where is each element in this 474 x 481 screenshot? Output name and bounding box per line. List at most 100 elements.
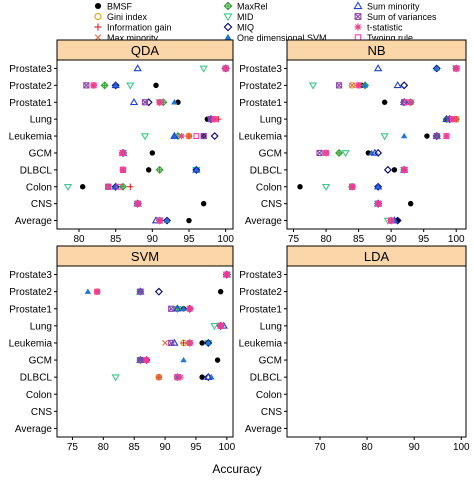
- point-svm-dlbcl-mid: [111, 374, 120, 382]
- point-nb-dlbcl-miq: [383, 165, 392, 174]
- panel-plot-area-svm: [56, 265, 234, 438]
- point-nb-gcm-one-dimensional-svm: [368, 149, 375, 156]
- point-qda-leukemia-sum-of-variances: [200, 132, 207, 140]
- point-qda-cns-bmsf: [200, 200, 207, 207]
- y-tick-label-lda-lung: Lung: [260, 321, 282, 332]
- point-nb-gcm-sum-minority: [370, 148, 380, 156]
- point-qda-gcm-twoing-rule: [120, 150, 126, 156]
- panel-lda: LDA Average CNS Colon DLBCL GCM Leukemia Lung Pr…: [239, 245, 470, 453]
- legend-marker-information-gain: [94, 23, 102, 31]
- x-tick-label-qda-95: 95: [183, 234, 195, 245]
- legend-item-sum-of-variances: Sum of variances: [354, 12, 437, 22]
- point-nb-prostate3-miq: [432, 64, 441, 73]
- point-qda-dlbcl-bmsf: [145, 167, 152, 173]
- legend-marker-gini-index: [94, 12, 102, 21]
- point-nb-prostate2-twoing-rule: [355, 82, 362, 89]
- point-svm-dlbcl-t-statistic: [177, 373, 184, 381]
- legend-item-max-minority: Max minority: [94, 33, 159, 43]
- x-tick-label-lda-70: 70: [314, 442, 326, 453]
- point-svm-leukemia-sum-of-variances: [168, 339, 175, 347]
- point-nb-prostate2-sum-minority: [393, 81, 402, 89]
- y-tick-label-nb-prostate2: Prostate2: [239, 81, 282, 92]
- point-qda-colon-twoing-rule: [116, 183, 123, 190]
- point-nb-prostate3-sum-minority: [373, 64, 383, 72]
- point-nb-prostate2-miq: [400, 81, 409, 90]
- point-qda-prostate1-sum-of-variances: [141, 99, 149, 106]
- point-nb-colon-twoing-rule: [349, 183, 356, 190]
- point-qda-prostate2-twoing-rule: [90, 82, 97, 89]
- y-tick-label-svm-colon: Colon: [26, 390, 52, 401]
- point-nb-gcm-mid: [341, 150, 350, 158]
- point-nb-colon-one-dimensional-svm: [374, 183, 382, 189]
- legend-label-miq: MIQ: [237, 22, 254, 32]
- legend-marker-twoing-rule: [354, 34, 362, 41]
- point-qda-prostate3-sum-minority: [133, 64, 142, 72]
- point-svm-prostate2-bmsf: [217, 288, 224, 295]
- point-qda-average-bmsf: [186, 217, 192, 224]
- legend-marker-sum-of-variances: [354, 13, 362, 20]
- y-tick-label-nb-leukemia: Leukemia: [239, 132, 283, 143]
- point-nb-colon-bmsf: [297, 184, 303, 190]
- point-svm-prostate1-twoing-rule: [186, 305, 193, 312]
- y-tick-label-lda-prostate3: Prostate3: [239, 270, 282, 281]
- legend-label-bmsf: BMSF: [107, 1, 133, 11]
- x-tick-label-nb-85: 85: [353, 234, 365, 245]
- legend-item-maxrel: MaxRel: [223, 1, 268, 11]
- point-nb-colon-miq: [374, 182, 383, 191]
- point-qda-prostate1-one-dimensional-svm: [171, 99, 178, 105]
- y-tick-label-nb-colon: Colon: [256, 182, 282, 193]
- y-tick-label-svm-leukemia: Leukemia: [9, 338, 53, 349]
- legend-marker-t-statistic: [354, 23, 362, 31]
- x-tick-label-svm-100: 100: [218, 442, 235, 453]
- point-svm-prostate1-one-dimensional-svm: [180, 305, 187, 311]
- point-svm-prostate2-miq: [154, 287, 163, 296]
- point-nb-prostate1-twoing-rule: [404, 99, 411, 106]
- point-svm-dlbcl-one-dimensional-svm: [208, 373, 215, 380]
- y-tick-label-nb-dlbcl: DLBCL: [250, 165, 283, 176]
- point-nb-prostate2-one-dimensional-svm: [361, 82, 369, 88]
- panel-title-qda: QDA: [131, 43, 160, 58]
- legend-item-gini-index: Gini index: [94, 12, 148, 22]
- point-qda-dlbcl-one-dimensional-svm: [193, 166, 200, 173]
- legend-marker-sum-minority: [353, 1, 363, 10]
- legend-marker-miq: [223, 22, 233, 32]
- x-tick-label-nb-100: 100: [448, 234, 465, 245]
- x-tick-label-svm-85: 85: [129, 442, 141, 453]
- panel-title-nb: NB: [367, 43, 385, 58]
- point-qda-dlbcl-twoing-rule: [120, 166, 126, 173]
- point-nb-leukemia-twoing-rule: [443, 133, 450, 139]
- point-svm-leukemia-miq: [204, 338, 213, 347]
- x-tick-label-nb-75: 75: [288, 234, 300, 245]
- legend-item-t-statistic: t-statistic: [354, 22, 403, 32]
- y-tick-label-svm-prostate1: Prostate1: [9, 304, 52, 315]
- y-tick-label-nb-cns: CNS: [261, 199, 282, 210]
- point-qda-prostate2-sum-minority: [111, 81, 120, 89]
- panel-qda: QDA Average CNS Colon DLBCL GCM Leukemia Lung Pr…: [9, 39, 234, 245]
- point-qda-leukemia-sum-minority: [170, 131, 179, 139]
- point-svm-prostate1-sum-of-variances: [168, 305, 175, 312]
- y-tick-label-svm-cns: CNS: [31, 407, 52, 418]
- panel-svm: SVM Average CNS Colon DLBCL GCM Leukemia Lung Pr…: [9, 245, 236, 453]
- point-svm-prostate2-twoing-rule: [94, 288, 101, 295]
- point-nb-prostate1-sum-of-variances: [401, 99, 408, 106]
- x-tick-label-svm-95: 95: [190, 442, 202, 453]
- point-qda-average-twoing-rule: [156, 217, 163, 224]
- panel-title-svm: SVM: [131, 249, 159, 264]
- point-qda-prostate1-twoing-rule: [156, 99, 163, 106]
- y-tick-label-svm-prostate3: Prostate3: [9, 270, 52, 281]
- point-qda-leukemia-t-statistic: [178, 132, 185, 140]
- point-svm-leukemia-max-minority: [162, 340, 169, 346]
- point-nb-dlbcl-twoing-rule: [401, 166, 408, 173]
- point-nb-leukemia-sum-of-variances: [433, 132, 440, 140]
- point-qda-average-miq: [163, 216, 171, 225]
- point-qda-prostate3-mid: [199, 65, 208, 73]
- legend-marker-mid: [223, 13, 233, 22]
- y-tick-label-qda-colon: Colon: [26, 182, 52, 193]
- point-qda-dlbcl-maxrel: [155, 165, 164, 174]
- legend-marker-bmsf: [94, 2, 102, 10]
- point-qda-colon-bmsf: [79, 184, 86, 190]
- legend-item-one-dimensional-svm: One dimensional SVM: [224, 33, 327, 43]
- point-svm-dlbcl-max-minority: [155, 374, 162, 381]
- y-tick-label-nb-prostate3: Prostate3: [239, 64, 282, 75]
- point-nb-prostate1-t-statistic: [407, 99, 414, 106]
